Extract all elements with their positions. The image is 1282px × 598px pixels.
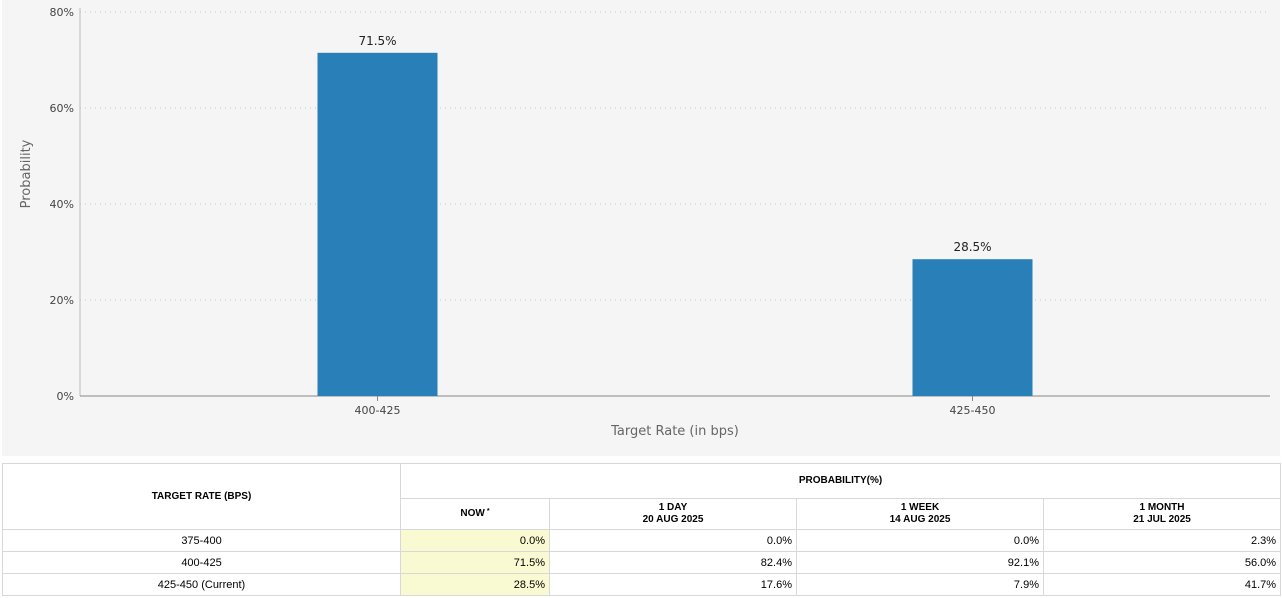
target-rate-header: TARGET RATE (BPS) (2, 463, 401, 530)
column-header-marker: * (486, 508, 490, 515)
chart-panel: 0% 20% 40% 60% 80% 71.5% 400-425 28.5% 425-450 Ta… (2, 0, 1280, 456)
probability-header: PROBABILITY(%) (399, 463, 1282, 499)
probability-cell: 56.0% (1042, 551, 1282, 574)
probability-cell: 2.3% (1042, 529, 1282, 552)
bar-chart: 0% 20% 40% 60% 80% 71.5% 400-425 28.5% 425-450 Ta… (19, 6, 1270, 439)
probability-cell: 0.0% (400, 529, 550, 552)
probability-cell: 0.0% (796, 529, 1044, 552)
rate-cell: 400-425 (2, 551, 401, 574)
probability-cell: 7.9% (796, 573, 1044, 596)
probability-cell: 17.6% (549, 573, 797, 596)
probability-cell: 71.5% (400, 551, 550, 574)
column-header: NOW * (400, 498, 550, 530)
column-header-line1: NOW (460, 508, 485, 519)
column-header: 1 WEEK 14 AUG 2025 (796, 498, 1044, 530)
x-tick-label: 425-450 (950, 404, 996, 417)
bar-425-450 (912, 259, 1033, 396)
column-header-line2: 21 JUL 2025 (1133, 514, 1191, 525)
x-axis-title: Target Rate (in bps) (610, 424, 739, 439)
column-header-line1: 1 MONTH (1139, 502, 1185, 513)
column-header: 1 DAY 20 AUG 2025 (549, 498, 797, 530)
y-tick-label: 60% (50, 102, 74, 115)
probability-cell: 82.4% (549, 551, 797, 574)
probability-cell: 41.7% (1042, 573, 1282, 596)
y-tick-label: 0% (57, 390, 74, 403)
data-label: 28.5% (953, 240, 991, 254)
y-tick-label: 80% (50, 6, 74, 19)
table-row: 400-425 71.5% 82.4% 92.1% 56.0% (2, 551, 1282, 574)
y-axis-title: Probability (19, 139, 34, 208)
probability-cell: 0.0% (549, 529, 797, 552)
x-tick-label: 400-425 (355, 404, 401, 417)
column-header-line1: 1 WEEK (900, 502, 940, 513)
probability-cell: 92.1% (796, 551, 1044, 574)
y-tick-label: 40% (50, 198, 74, 211)
rate-cell: 375-400 (2, 529, 401, 552)
probability-table: TARGET RATE (BPS) PROBABILITY(%) NOW * 1 D… (2, 463, 1282, 596)
probability-cell: 28.5% (400, 573, 550, 596)
column-header-line2: 14 AUG 2025 (889, 514, 951, 525)
data-label: 71.5% (358, 34, 396, 48)
y-tick-label: 20% (50, 294, 74, 307)
column-header: 1 MONTH 21 JUL 2025 (1042, 498, 1282, 530)
rate-cell: 425-450 (Current) (2, 573, 401, 596)
bar-400-425 (317, 52, 438, 397)
table-row: 375-400 0.0% 0.0% 0.0% 2.3% (2, 529, 1282, 552)
column-header-line1: 1 DAY (658, 502, 688, 513)
column-header-line2: 20 AUG 2025 (642, 514, 704, 525)
table-row: 425-450 (Current) 28.5% 17.6% 7.9% 41.7% (2, 573, 1282, 596)
